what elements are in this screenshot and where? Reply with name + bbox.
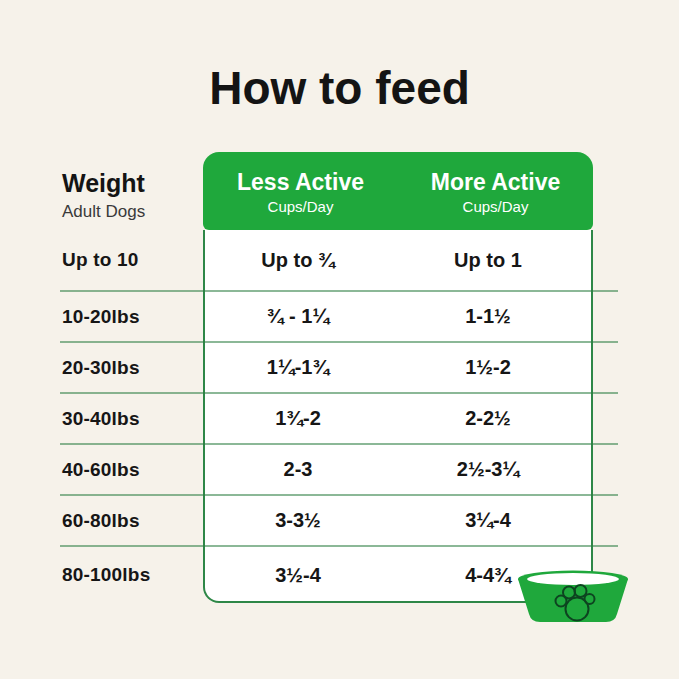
less-active-cell: Up to ¾ — [203, 249, 393, 272]
table-row: Up to 10 Up to ¾ Up to 1 — [60, 230, 618, 292]
weight-cell: 80-100lbs — [60, 564, 203, 586]
less-active-header: Less Active Cups/Day — [203, 167, 398, 215]
less-active-cell: 3-3½ — [203, 509, 393, 532]
more-active-cell: 1-1½ — [393, 305, 583, 328]
weight-cell: 60-80lbs — [60, 510, 203, 532]
table-row: 20-30lbs 1¼-1¾ 1½-2 — [60, 343, 618, 394]
less-active-cell: ¾ - 1¼ — [203, 305, 393, 328]
more-active-cell: 2-2½ — [393, 407, 583, 430]
activity-columns-header: Less Active Cups/Day More Active Cups/Da… — [203, 152, 593, 230]
less-active-cell: 1¼-1¾ — [203, 356, 393, 379]
feeding-table: Up to 10 Up to ¾ Up to 1 10-20lbs ¾ - 1¼… — [60, 230, 618, 603]
weight-header-sublabel: Adult Dogs — [62, 202, 145, 222]
less-active-cell: 1¾-2 — [203, 407, 393, 430]
more-active-cell: Up to 1 — [393, 249, 583, 272]
less-active-unit: Cups/Day — [203, 198, 398, 215]
more-active-cell: 1½-2 — [393, 356, 583, 379]
less-active-label: Less Active — [203, 169, 398, 197]
more-active-header: More Active Cups/Day — [398, 167, 593, 215]
page-title: How to feed — [0, 62, 679, 114]
more-active-label: More Active — [398, 169, 593, 197]
weight-cell: 30-40lbs — [60, 408, 203, 430]
table-row: 10-20lbs ¾ - 1¼ 1-1½ — [60, 292, 618, 343]
more-active-cell: 2½-3¼ — [393, 458, 583, 481]
less-active-cell: 3½-4 — [203, 564, 393, 587]
feeding-guide-infographic: How to feed Weight Adult Dogs Less Activ… — [0, 0, 679, 679]
table-row: 40-60lbs 2-3 2½-3¼ — [60, 445, 618, 496]
weight-header-label: Weight — [62, 170, 145, 198]
weight-cell: 40-60lbs — [60, 459, 203, 481]
table-row: 60-80lbs 3-3½ 3¼-4 — [60, 496, 618, 547]
weight-cell: 20-30lbs — [60, 357, 203, 379]
table-row: 30-40lbs 1¾-2 2-2½ — [60, 394, 618, 445]
less-active-cell: 2-3 — [203, 458, 393, 481]
more-active-unit: Cups/Day — [398, 198, 593, 215]
weight-column-header: Weight Adult Dogs — [62, 170, 145, 222]
weight-cell: Up to 10 — [60, 249, 203, 271]
dog-bowl-icon — [517, 569, 629, 627]
weight-cell: 10-20lbs — [60, 306, 203, 328]
more-active-cell: 3¼-4 — [393, 509, 583, 532]
